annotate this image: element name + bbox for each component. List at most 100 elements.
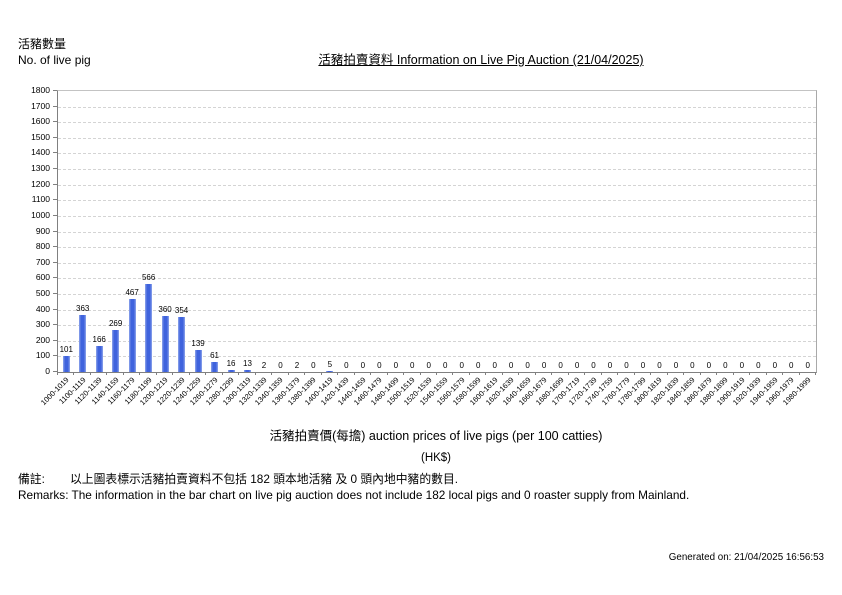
y-tick-mark <box>53 230 57 232</box>
y-tick-label: 1400 <box>31 147 50 158</box>
x-tick-mark <box>172 372 174 375</box>
bar-value-label: 2 <box>294 360 300 370</box>
bar-value-label: 2 <box>261 360 267 370</box>
gridline <box>58 262 816 264</box>
bar-value-label: 0 <box>278 361 283 370</box>
y-tick-mark <box>53 136 57 138</box>
x-tick-mark <box>815 372 816 375</box>
bar-value-label: 0 <box>624 361 629 370</box>
y-tick-mark <box>53 214 57 216</box>
x-tick-mark <box>271 372 273 375</box>
bar-value-label: 0 <box>377 361 382 370</box>
y-tick-label: 1300 <box>31 163 50 174</box>
generated-timestamp: Generated on: 21/04/2025 16:56:53 <box>668 552 824 563</box>
plot-area: 101 363 166 269 467 566 360 354 139 61 16 13 2 0 2 0 5 0 0… <box>57 90 817 373</box>
x-tick-mark <box>567 372 569 375</box>
remark-line-zh: 備註: 以上圖表標示活豬拍賣資料不包括 182 頭本地活豬 及 0 頭內地中豬的數… <box>18 471 689 487</box>
x-tick-mark <box>287 372 289 375</box>
gridline <box>58 215 816 217</box>
x-tick-mark <box>370 372 372 375</box>
gridline <box>58 340 816 342</box>
bar-value-label: 0 <box>657 361 662 370</box>
bar-value-label: 0 <box>475 361 481 370</box>
x-tick-mark <box>403 372 405 375</box>
x-tick-mark <box>89 372 91 375</box>
x-tick-mark <box>139 372 141 375</box>
y-tick-label: 1700 <box>31 100 50 111</box>
y-tick-mark <box>53 261 57 263</box>
x-tick-mark <box>205 372 207 375</box>
gridline <box>58 325 816 327</box>
x-tick-mark <box>468 372 470 375</box>
x-tick-mark <box>600 372 602 375</box>
bar <box>161 315 169 372</box>
bar-value-label: 16 <box>226 358 236 368</box>
x-tick-mark <box>436 372 437 375</box>
x-tick-mark <box>699 372 701 375</box>
x-tick-mark <box>304 372 306 375</box>
bar-value-label: 0 <box>805 361 810 370</box>
y-tick-mark <box>53 90 57 91</box>
y-tick-label: 400 <box>35 303 50 314</box>
bar-value-label: 0 <box>739 361 745 370</box>
bar-value-label: 0 <box>706 361 712 370</box>
x-tick-mark <box>716 372 718 375</box>
x-tick-mark <box>551 372 553 375</box>
gridline <box>58 106 816 108</box>
x-tick-mark <box>650 372 652 375</box>
x-tick-mark <box>452 372 454 375</box>
x-tick-mark <box>419 372 421 375</box>
y-tick-mark <box>53 152 57 154</box>
bar-value-label: 0 <box>789 361 794 370</box>
bar-value-label: 566 <box>141 272 156 282</box>
chart-title: 活豬拍賣資料 Information on Live Pig Auction (… <box>318 53 644 67</box>
bar-value-label: 61 <box>210 351 219 361</box>
bar-value-label: 5 <box>327 360 333 370</box>
y-tick-mark <box>53 199 57 201</box>
x-tick-mark <box>221 372 223 375</box>
gridline <box>58 184 816 186</box>
y-tick-mark <box>53 339 57 341</box>
x-axis-title: 活豬拍賣價(每擔) auction prices of live pigs (p… <box>269 429 603 443</box>
y-tick-mark <box>53 105 57 107</box>
bar-value-label: 0 <box>756 361 761 370</box>
bar <box>244 369 251 372</box>
bar-value-label: 0 <box>393 361 399 370</box>
x-tick-mark <box>353 372 355 375</box>
gridline <box>58 293 816 295</box>
x-tick-mark <box>485 372 487 375</box>
x-tick-mark <box>122 372 124 375</box>
x-tick-mark <box>732 372 734 375</box>
bar-value-label: 0 <box>723 361 728 370</box>
y-tick-label: 200 <box>35 334 50 345</box>
y-tick-mark <box>53 121 57 123</box>
y-tick-mark <box>53 308 57 310</box>
y-tick-label: 1200 <box>31 178 50 189</box>
x-tick-mark <box>155 372 157 375</box>
bar-value-label: 0 <box>591 361 596 370</box>
bar <box>128 299 136 372</box>
y-tick-mark <box>53 168 57 170</box>
x-tick-mark <box>73 372 75 375</box>
y-tick-mark <box>53 277 57 279</box>
y-tick-mark <box>53 324 57 326</box>
x-tick-mark <box>106 372 108 375</box>
x-axis-unit: (HK$) <box>420 452 452 464</box>
bar <box>62 356 70 372</box>
remark-label: 備註: <box>18 472 45 486</box>
bar-value-label: 13 <box>243 358 252 368</box>
x-tick-mark <box>254 372 256 375</box>
bar-value-label: 0 <box>772 361 778 370</box>
bar-value-label: 0 <box>426 361 431 370</box>
bar-value-label: 0 <box>508 361 514 370</box>
y-tick-mark <box>53 183 57 185</box>
bar-value-label: 0 <box>690 361 695 370</box>
remark-line-en: Remarks: The information in the bar char… <box>18 488 690 502</box>
gridline <box>58 153 816 155</box>
x-tick-mark <box>584 372 586 375</box>
x-tick-mark <box>518 372 520 375</box>
y-tick-mark <box>53 355 57 357</box>
bar <box>227 369 235 372</box>
x-tick-mark <box>683 372 685 375</box>
